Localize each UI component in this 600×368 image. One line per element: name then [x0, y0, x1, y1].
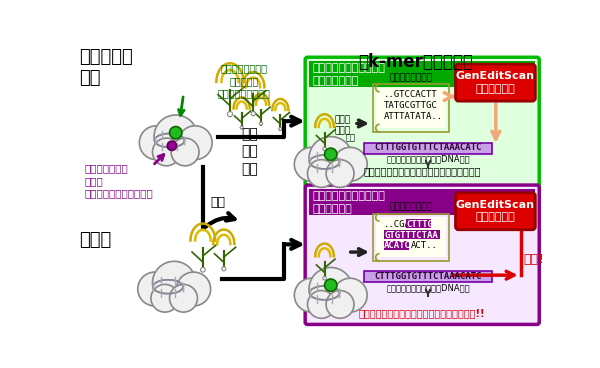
Text: 残存したゲノム編集酵素遠伝子の配列を検出!!: 残存したゲノム編集酵素遠伝子の配列を検出!! [359, 308, 485, 318]
Text: 原品種: 原品種 [79, 230, 111, 248]
Circle shape [176, 272, 211, 306]
Circle shape [154, 115, 197, 158]
Text: 作物のゲノム配列: 作物のゲノム配列 [390, 73, 433, 82]
Circle shape [333, 147, 367, 181]
Circle shape [325, 148, 337, 160]
Text: ゲノム
配列を: ゲノム 配列を [334, 116, 350, 135]
Circle shape [171, 138, 199, 166]
Circle shape [152, 138, 181, 166]
Circle shape [259, 122, 263, 125]
FancyBboxPatch shape [455, 64, 535, 101]
Bar [364, 271, 492, 282]
FancyArrowPatch shape [426, 161, 430, 167]
Text: ゲノム編集酵素
遠伝子
（取り除くべき遠伝子）: ゲノム編集酵素 遠伝子 （取り除くべき遠伝子） [84, 163, 153, 198]
FancyArrowPatch shape [454, 271, 514, 279]
Text: TATGCGTTGC: TATGCGTTGC [384, 101, 438, 110]
Circle shape [200, 268, 205, 272]
FancyArrowPatch shape [444, 93, 454, 100]
Text: ATTTATATA..: ATTTATATA.. [384, 112, 443, 121]
Circle shape [309, 268, 352, 311]
Bar [309, 189, 535, 215]
Text: 交配: 交配 [211, 195, 226, 209]
FancyArrowPatch shape [350, 249, 365, 255]
Text: 一致!: 一致! [523, 253, 544, 266]
FancyBboxPatch shape [305, 185, 539, 325]
Circle shape [222, 267, 226, 271]
Circle shape [170, 127, 182, 139]
FancyArrowPatch shape [492, 104, 500, 139]
Circle shape [227, 112, 233, 117]
Text: GenEditScan
解析（比較）: GenEditScan 解析（比較） [456, 200, 535, 222]
Text: ゲノム編集
個体: ゲノム編集 個体 [79, 48, 133, 87]
Bar [373, 84, 449, 132]
Bar [406, 219, 431, 228]
Text: ゲノム編集酵素遠伝子が
除去された個体: ゲノム編集酵素遠伝子が 除去された個体 [312, 63, 385, 86]
Bar [373, 213, 449, 261]
Circle shape [151, 284, 179, 312]
FancyArrowPatch shape [426, 290, 430, 296]
Text: CTTTG: CTTTG [406, 220, 433, 229]
Circle shape [152, 261, 196, 304]
Circle shape [167, 141, 176, 151]
Circle shape [326, 291, 354, 318]
Text: ゲノム編集酵素遠伝子のDNA配列: ゲノム編集酵素遠伝子のDNA配列 [386, 283, 470, 292]
Circle shape [279, 128, 282, 131]
Text: ..CGA: ..CGA [384, 220, 411, 229]
Text: ゲノム編集酵素遠伝子が
残存した個体: ゲノム編集酵素遠伝子が 残存した個体 [312, 191, 385, 214]
FancyArrowPatch shape [179, 97, 184, 115]
Circle shape [323, 147, 326, 151]
Text: GenEditScan
解析（比較）: GenEditScan 解析（比較） [456, 71, 535, 94]
Bar [309, 61, 535, 87]
Circle shape [326, 160, 354, 187]
Bar [376, 88, 446, 128]
Text: ゲノム編集された
目的遠伝子
（残すべき遠伝子）: ゲノム編集された 目的遠伝子 （残すべき遠伝子） [218, 63, 271, 98]
Text: ..GTCCACTT: ..GTCCACTT [384, 91, 438, 99]
Text: ゲノム編集酵素遠伝子の配列は検出されず。: ゲノム編集酵素遠伝子の配列は検出されず。 [364, 167, 481, 177]
FancyArrowPatch shape [357, 120, 365, 127]
Text: CTTTGGTGTTTCTAAACATC: CTTTGGTGTTTCTAAACATC [374, 272, 482, 281]
Circle shape [240, 126, 243, 129]
Bar [376, 217, 446, 258]
FancyBboxPatch shape [305, 57, 539, 187]
FancyArrowPatch shape [205, 213, 235, 227]
Circle shape [138, 272, 172, 306]
Circle shape [251, 112, 256, 116]
FancyArrowPatch shape [154, 155, 164, 164]
Circle shape [309, 137, 352, 180]
Circle shape [295, 147, 328, 181]
Text: 交配
後代
個体: 交配 後代 個体 [242, 127, 259, 176]
Bar [384, 230, 440, 239]
Circle shape [308, 291, 335, 318]
Circle shape [308, 160, 335, 187]
Circle shape [295, 278, 328, 312]
Text: CTTTGGTGTTTCTAAACATC: CTTTGGTGTTTCTAAACATC [374, 144, 482, 152]
Bar [384, 241, 409, 250]
Text: ACATC: ACATC [384, 241, 411, 250]
Text: 作物のゲノム配列: 作物のゲノム配列 [390, 202, 433, 211]
Text: ACT..: ACT.. [410, 241, 437, 250]
Circle shape [139, 126, 173, 160]
Circle shape [170, 284, 197, 312]
Bar [364, 143, 492, 153]
Text: 解読: 解読 [345, 134, 355, 142]
Circle shape [323, 276, 326, 280]
FancyBboxPatch shape [455, 193, 535, 230]
Circle shape [325, 279, 337, 291]
Circle shape [178, 126, 212, 160]
Text: 『k-mer法の概要』: 『k-mer法の概要』 [359, 53, 473, 71]
Text: GTGTTTCTAA: GTGTTTCTAA [384, 230, 438, 240]
Text: ゲノム編集酵素遠伝子のDNA配列: ゲノム編集酵素遠伝子のDNA配列 [386, 154, 470, 163]
Circle shape [333, 278, 367, 312]
